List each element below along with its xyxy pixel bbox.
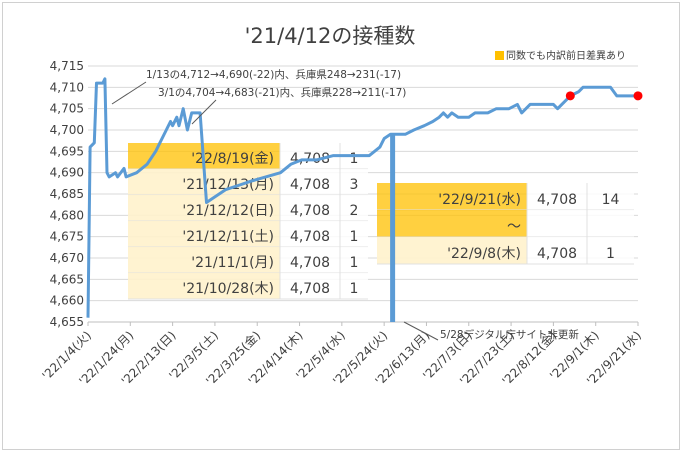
annotations: 1/13の4,712→4,690(-22)内、兵庫県248→231(-17) 3/… xyxy=(111,68,579,341)
table-count: 1 xyxy=(350,151,359,167)
table-count: 3 xyxy=(350,177,359,193)
annotation-leader xyxy=(403,321,439,341)
table-value: 4,708 xyxy=(537,192,577,208)
chart-title: '21/4/12の接種数 xyxy=(245,24,416,48)
annotation-may28: 5/28デジタル庁サイト非更新 xyxy=(440,328,579,341)
right-table: '22/9/21(水) 4,708 14 ～ '22/9/8(木) 4,708 1 xyxy=(377,183,634,265)
table-date: '22/9/21(水) xyxy=(438,192,521,208)
y-tick-label: 4,675 xyxy=(50,230,84,244)
annotation-leader xyxy=(111,81,147,105)
table-count: 1 xyxy=(350,255,359,271)
table-value-cell xyxy=(527,237,634,264)
table-value-cell xyxy=(280,221,368,247)
y-tick-label: 4,655 xyxy=(50,315,84,329)
table-value: 4,708 xyxy=(290,281,330,297)
y-tick-label: 4,705 xyxy=(50,102,84,116)
y-tick-label: 4,710 xyxy=(50,80,84,94)
table-date: '21/11/1(月) xyxy=(191,255,274,271)
table-date-cell xyxy=(377,183,527,210)
table-value: 4,708 xyxy=(290,177,330,193)
y-tick-label: 4,700 xyxy=(50,123,84,137)
table-value-cell xyxy=(280,195,368,221)
legend-swatch xyxy=(495,51,504,60)
y-tick-label: 4,695 xyxy=(50,144,84,158)
table-date-cell xyxy=(128,195,280,221)
table-value: 4,708 xyxy=(290,203,330,219)
y-tick-label: 4,665 xyxy=(50,272,84,286)
annotation-leader xyxy=(191,99,217,125)
y-tick-label: 4,685 xyxy=(50,187,84,201)
table-date: '21/12/11(土) xyxy=(182,229,274,245)
table-count: 1 xyxy=(350,281,359,297)
annotation-mar01: 3/1の4,704→4,683(-21)内、兵庫県228→211(-17) xyxy=(158,86,406,99)
table-date-cell xyxy=(377,210,527,237)
table-count: 1 xyxy=(350,229,359,245)
table-date-cell xyxy=(128,247,280,273)
table-date: '21/12/12(日) xyxy=(182,203,274,219)
table-date: ～ xyxy=(507,219,521,235)
chart-frame xyxy=(2,2,680,450)
table-value-cell xyxy=(280,169,368,195)
table-value-cell xyxy=(527,210,634,237)
table-value-cell xyxy=(280,247,368,273)
table-date-cell xyxy=(377,237,527,264)
table-date: '22/9/8(木) xyxy=(447,246,521,262)
table-value: 4,708 xyxy=(537,246,577,262)
y-tick-label: 4,670 xyxy=(50,251,84,265)
y-tick-label: 4,715 xyxy=(50,59,84,73)
chart-legend: 同数でも内訳前日差異あり xyxy=(495,49,626,62)
data-marker xyxy=(633,91,643,101)
table-value: 4,708 xyxy=(290,229,330,245)
table-count: 2 xyxy=(350,203,359,219)
y-axis: 4,655 4,660 4,665 4,670 4,675 4,680 4,685 4,690… xyxy=(50,59,84,329)
table-count: 1 xyxy=(606,246,615,262)
gap-bar xyxy=(390,134,396,322)
table-value-cell xyxy=(527,183,634,210)
table-value-cell xyxy=(280,273,368,299)
table-value: 4,708 xyxy=(290,255,330,271)
table-date-cell xyxy=(128,221,280,247)
table-date-cell xyxy=(128,273,280,299)
legend-label: 同数でも内訳前日差異あり xyxy=(506,49,626,62)
table-date: '22/8/19(金) xyxy=(191,151,274,167)
y-tick-label: 4,690 xyxy=(50,166,84,180)
annotation-jan13: 1/13の4,712→4,690(-22)内、兵庫県248→231(-17) xyxy=(146,68,401,81)
left-table: '22/8/19(金) 4,708 1'21/12/13(月) 4,708 3'21/1… xyxy=(128,143,368,300)
table-count: 14 xyxy=(602,192,620,208)
y-tick-label: 4,660 xyxy=(50,294,84,308)
table-date: '21/10/28(木) xyxy=(182,281,274,297)
plot-area xyxy=(86,77,643,322)
series-line xyxy=(86,77,638,318)
data-marker xyxy=(565,91,575,101)
y-tick-label: 4,680 xyxy=(50,208,84,222)
